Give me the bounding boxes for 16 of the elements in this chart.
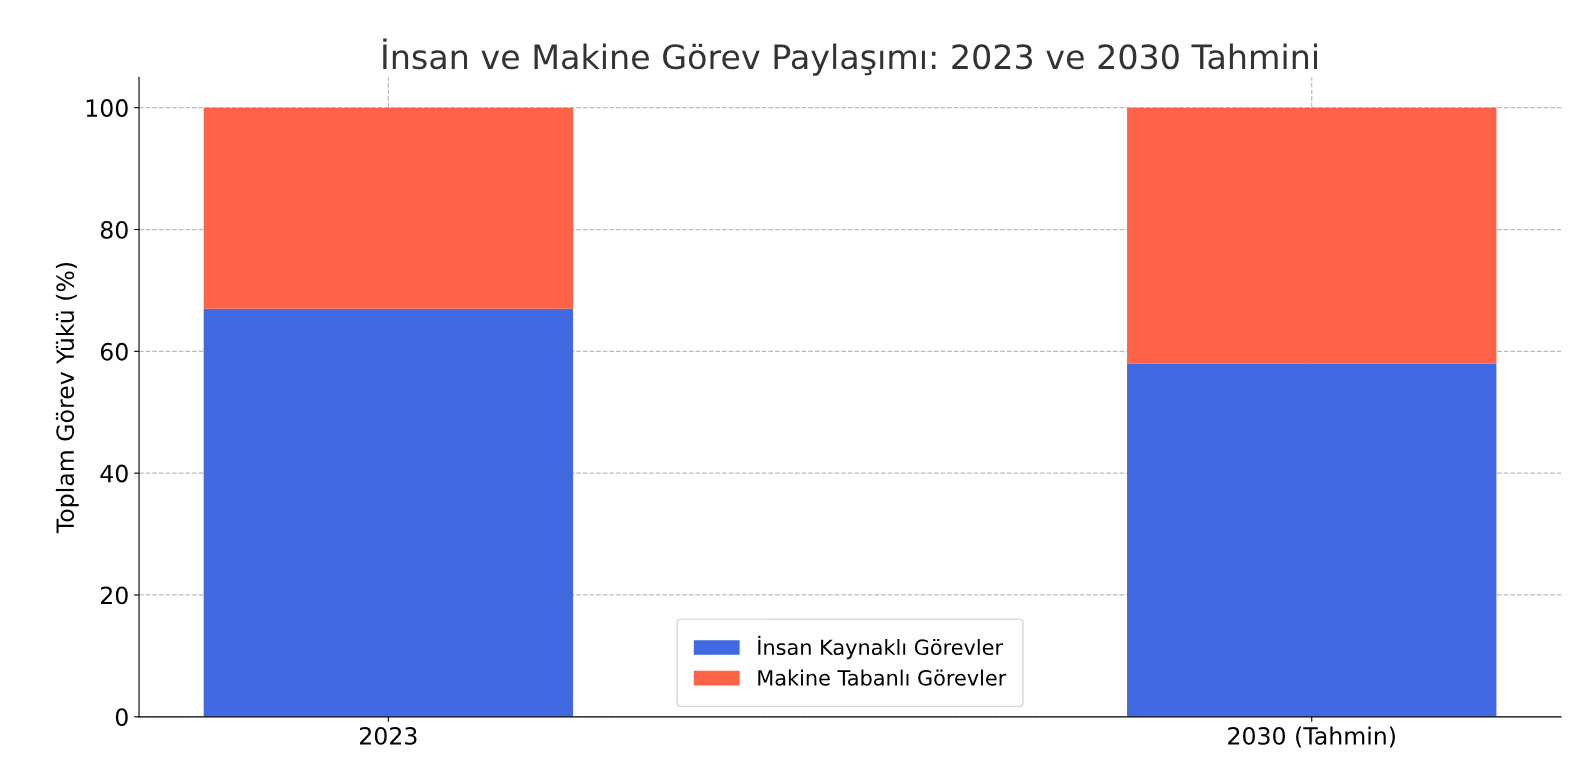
y-tick-label: 40 [100,464,128,483]
legend-label: Makine Tabanlı Görevler [758,669,1007,686]
legend-label: İnsan Kaynaklı Görevler [758,635,1004,660]
x-tick-label: 2023 [360,726,417,745]
chart-title: İnsan ve Makine Görev Paylaşımı: 2023 ve 2030 Tahmini [383,38,1317,76]
y-tick-label: 60 [100,342,128,361]
y-tick-label: 80 [100,220,128,239]
x-tick-label: 2030 (Tahmin) [1228,726,1395,748]
bar [1127,107,1497,364]
y-tick-label: 0 [115,708,128,727]
bar [1127,363,1497,717]
y-tick-label: 100 [86,99,128,117]
bar [203,107,574,309]
bar [203,308,574,717]
y-tick-label: 20 [101,586,128,605]
y-axis-title: Toplam Görev Yükü (%) [55,262,79,534]
